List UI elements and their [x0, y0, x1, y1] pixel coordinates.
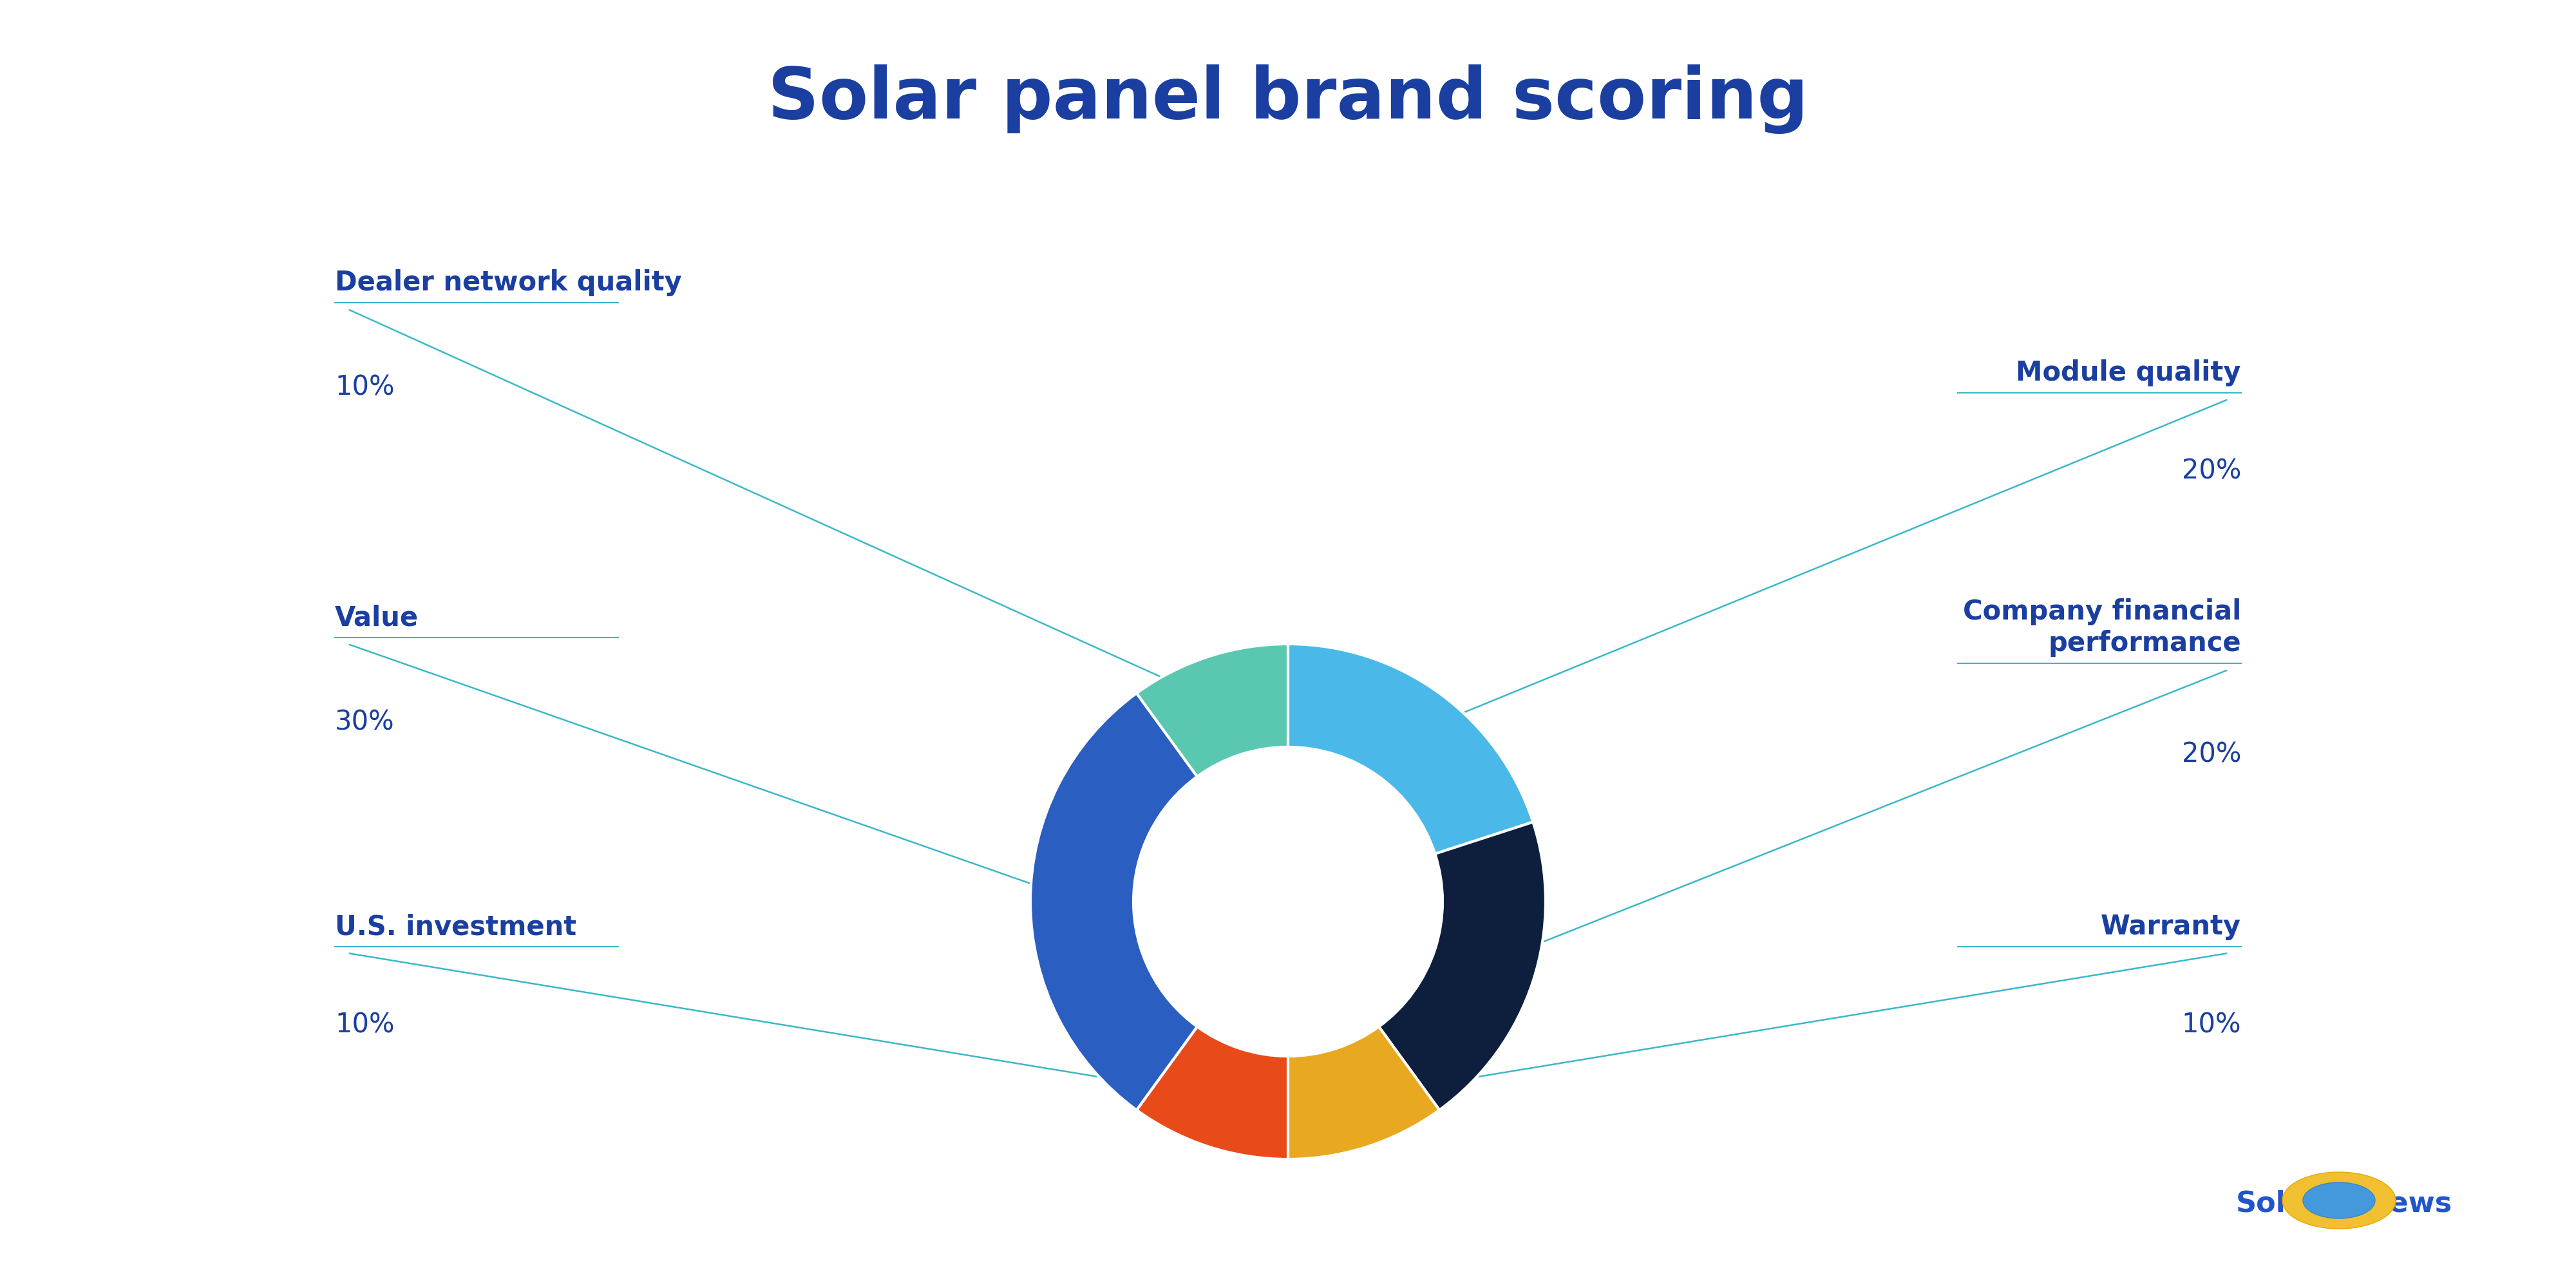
Wedge shape — [1136, 644, 1288, 777]
Text: U.S. investment: U.S. investment — [335, 913, 577, 940]
Circle shape — [2282, 1172, 2396, 1229]
Text: 10%: 10% — [335, 1011, 394, 1038]
Text: 30%: 30% — [335, 708, 394, 735]
Wedge shape — [1288, 1027, 1440, 1159]
Text: 20%: 20% — [2182, 741, 2241, 768]
Text: Warranty: Warranty — [2102, 913, 2241, 940]
Text: 10%: 10% — [2182, 1011, 2241, 1038]
Text: Solar panel brand scoring: Solar panel brand scoring — [768, 64, 1808, 134]
Text: Value: Value — [335, 604, 420, 631]
Wedge shape — [1030, 693, 1198, 1110]
Wedge shape — [1136, 1027, 1288, 1159]
Wedge shape — [1288, 644, 1533, 854]
Text: Company financial
performance: Company financial performance — [1963, 599, 2241, 657]
Text: SolarReviews: SolarReviews — [2236, 1190, 2452, 1217]
Text: 10%: 10% — [335, 374, 394, 401]
Wedge shape — [1378, 822, 1546, 1110]
Text: 20%: 20% — [2182, 457, 2241, 484]
Text: Dealer network quality: Dealer network quality — [335, 269, 683, 296]
Circle shape — [2303, 1182, 2375, 1218]
Text: Module quality: Module quality — [2017, 359, 2241, 386]
